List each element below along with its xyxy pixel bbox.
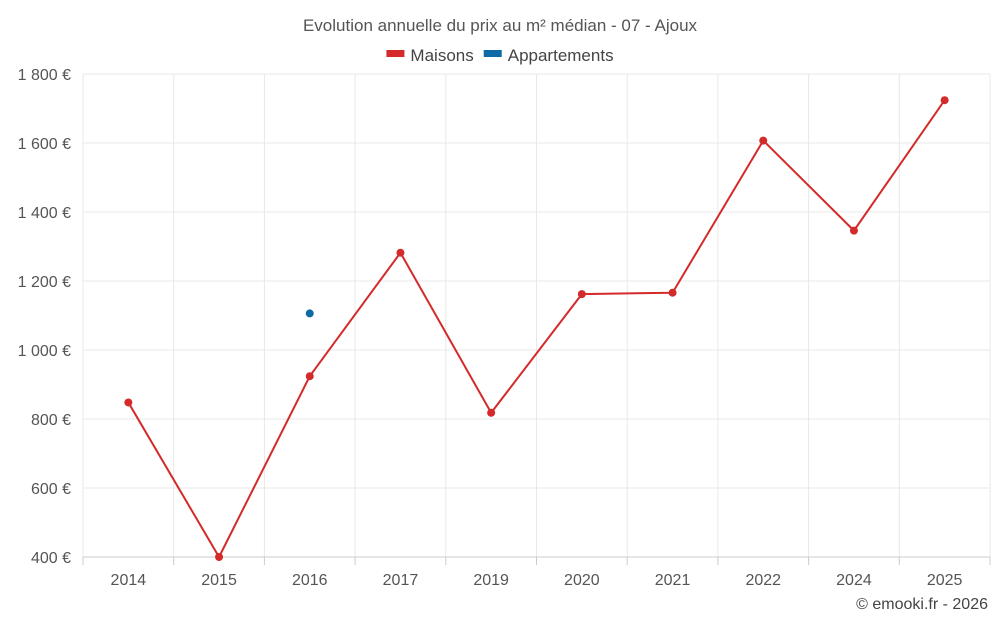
data-point[interactable]: [759, 136, 768, 145]
y-tick-label: 400 €: [31, 550, 71, 567]
y-tick-label: 1 600 €: [18, 136, 71, 153]
data-point[interactable]: [849, 226, 858, 235]
data-point[interactable]: [305, 309, 314, 318]
x-tick-label: 2015: [201, 572, 237, 589]
y-tick-label: 800 €: [31, 412, 71, 429]
y-tick-label: 1 400 €: [18, 205, 71, 222]
legend: Maisons Appartements: [386, 46, 614, 65]
data-point[interactable]: [215, 553, 224, 561]
legend-label: Maisons: [410, 46, 473, 65]
data-point[interactable]: [668, 288, 677, 297]
series-maisons: [124, 96, 949, 561]
x-tick-label: 2024: [836, 572, 872, 589]
x-tick-label: 2022: [745, 572, 781, 589]
y-tick-label: 1 200 €: [18, 274, 71, 291]
legend-swatch: [386, 50, 405, 57]
series-line: [127, 99, 946, 558]
data-point[interactable]: [487, 408, 496, 417]
gridlines: [82, 73, 991, 557]
x-tick-label: 2020: [564, 572, 600, 589]
y-tick-label: 600 €: [31, 481, 71, 498]
x-tick-label: 2019: [473, 572, 509, 589]
series-layer: [124, 96, 949, 561]
x-tick-label: 2016: [292, 572, 328, 589]
y-axis: 400 € 600 € 800 € 1 000 € 1 200 € 1 400 € 1 60…: [18, 67, 71, 567]
series-appartements: [305, 309, 314, 318]
x-axis: 2014 2015 2016 2017 2019 2020 2021 2022 2024 2025: [82, 556, 991, 589]
data-point[interactable]: [305, 372, 314, 381]
x-tick-label: 2014: [111, 572, 147, 589]
data-point[interactable]: [940, 96, 949, 105]
data-point[interactable]: [396, 248, 405, 257]
x-tick-label: 2021: [655, 572, 691, 589]
legend-swatch: [483, 50, 502, 57]
y-tick-label: 1 000 €: [18, 343, 71, 360]
x-tick-label: 2025: [927, 572, 963, 589]
chart-title: Evolution annuelle du prix au m² médian …: [303, 16, 698, 35]
data-point[interactable]: [124, 398, 133, 407]
legend-item-appartements[interactable]: Appartements: [483, 46, 614, 65]
x-tick-label: 2017: [383, 572, 419, 589]
legend-item-maisons[interactable]: Maisons: [386, 46, 474, 65]
footer-credit: © emooki.fr - 2026: [856, 596, 988, 613]
y-tick-label: 1 800 €: [18, 67, 71, 84]
data-point[interactable]: [577, 290, 586, 299]
legend-label: Appartements: [508, 46, 614, 65]
